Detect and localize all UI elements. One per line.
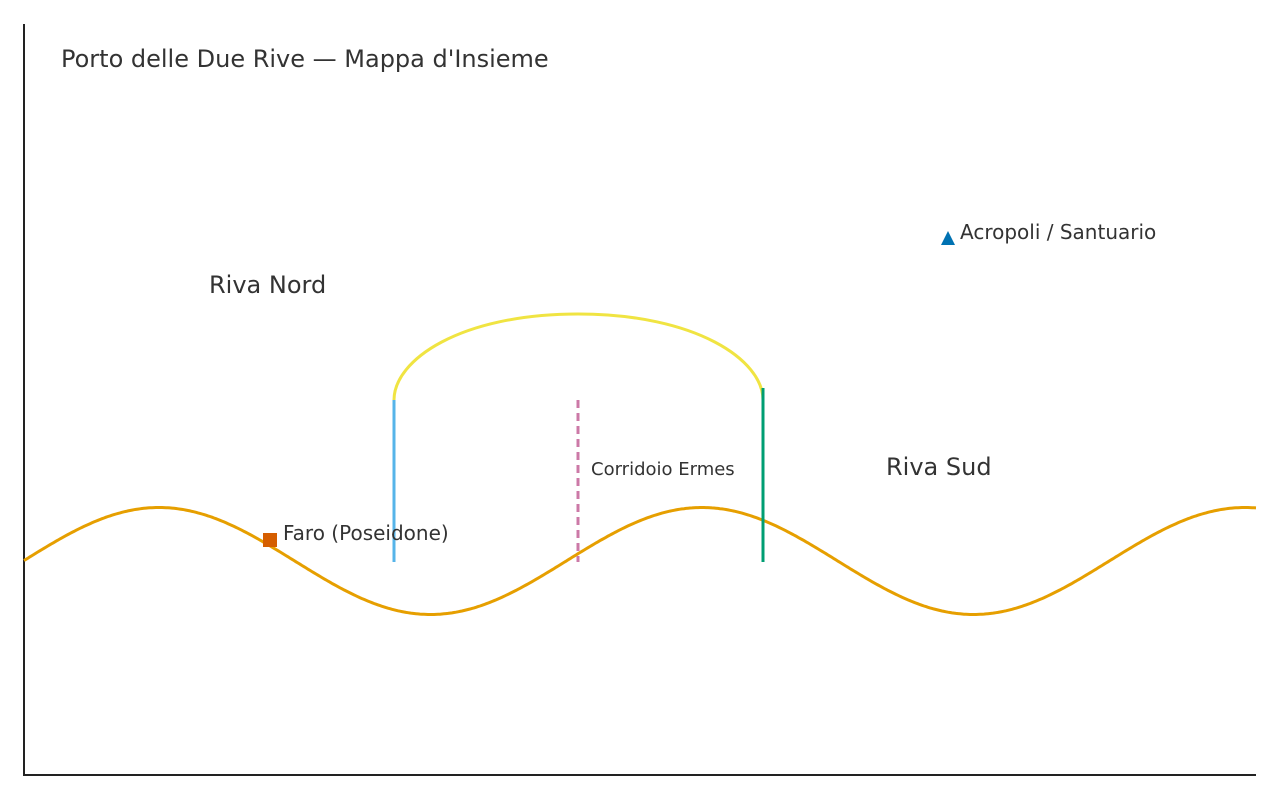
map-title: Porto delle Due Rive — Mappa d'Insieme [61,45,549,73]
riva-nord-label: Riva Nord [209,271,326,299]
harbor-arch [392,312,765,401]
hermes-corridor-label: Corridoio Ermes [591,459,735,480]
square-marker-icon[interactable] [263,533,277,547]
riva-sud-label: Riva Sud [886,453,992,481]
lighthouse-label: Faro (Poseidone) [283,521,449,545]
acropolis-label: Acropoli / Santuario [960,220,1156,244]
triangle-marker-icon[interactable] [941,231,955,245]
shoreline-curve [23,506,1257,616]
